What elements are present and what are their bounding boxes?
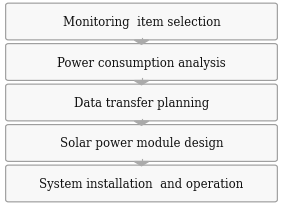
FancyBboxPatch shape: [6, 4, 277, 41]
Text: Monitoring  item selection: Monitoring item selection: [63, 16, 220, 29]
Text: Power consumption analysis: Power consumption analysis: [57, 56, 226, 69]
Polygon shape: [134, 81, 149, 85]
Polygon shape: [134, 162, 149, 166]
Text: System installation  and operation: System installation and operation: [39, 177, 244, 190]
FancyBboxPatch shape: [6, 165, 277, 202]
Polygon shape: [134, 122, 149, 126]
FancyBboxPatch shape: [6, 85, 277, 121]
Text: Solar power module design: Solar power module design: [60, 137, 223, 150]
FancyBboxPatch shape: [6, 44, 277, 81]
Polygon shape: [134, 41, 149, 45]
FancyBboxPatch shape: [6, 125, 277, 162]
Text: Data transfer planning: Data transfer planning: [74, 97, 209, 109]
